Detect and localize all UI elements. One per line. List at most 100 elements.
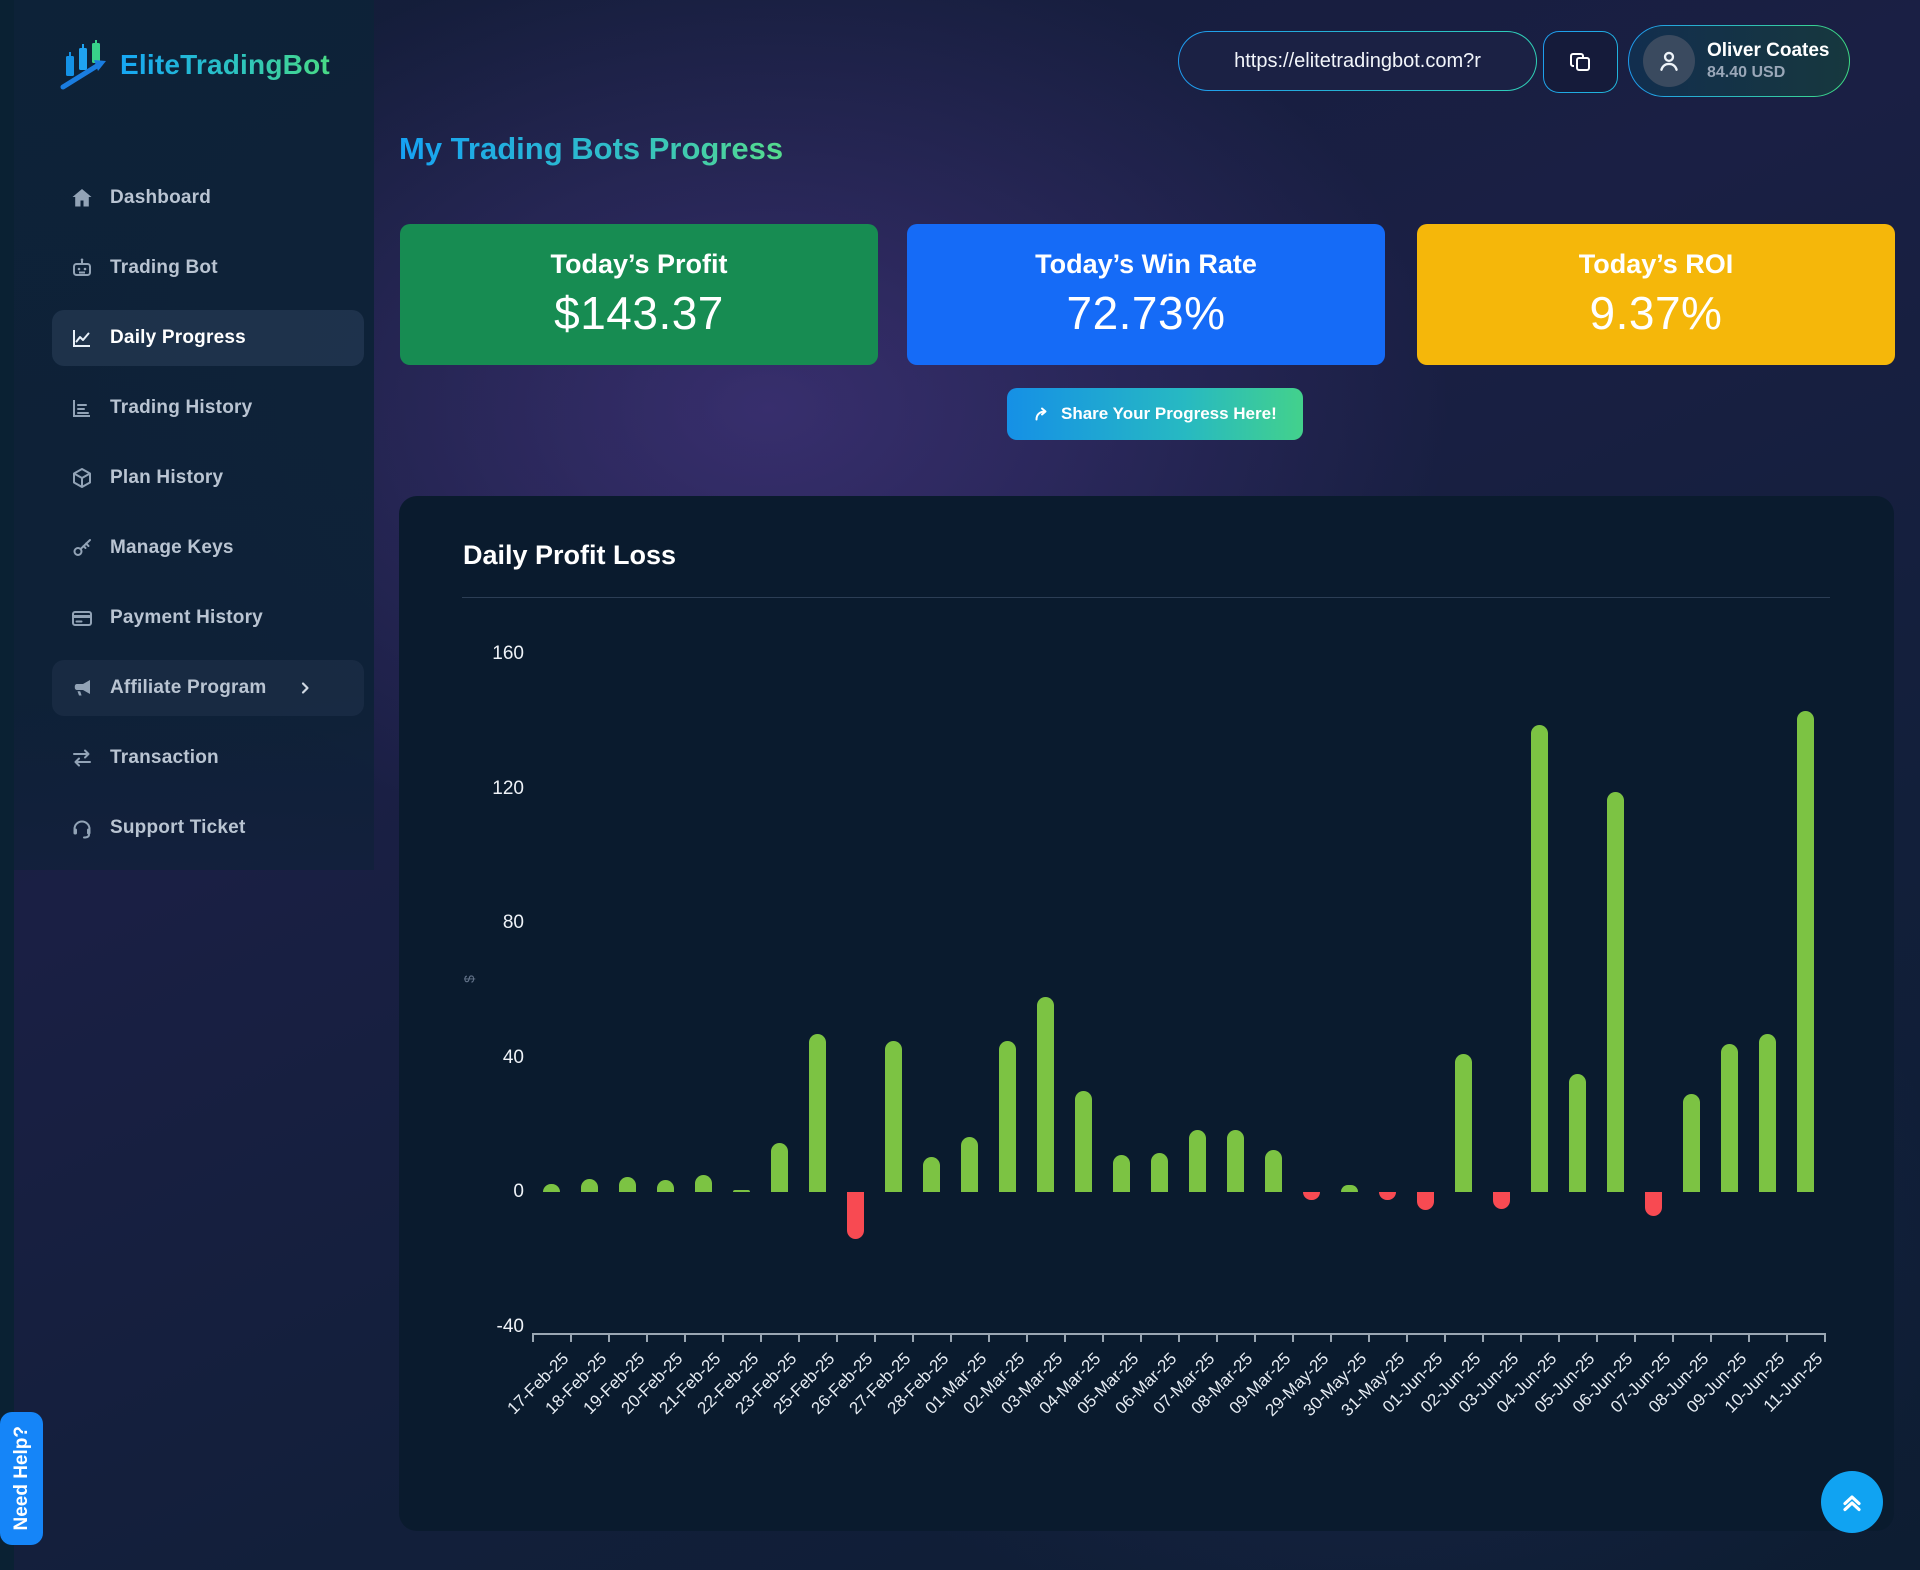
sidebar-item-trading-bot[interactable]: Trading Bot [52,240,364,296]
x-axis-tickmark [1026,1333,1028,1342]
bar[interactable] [1796,711,1814,1192]
bar[interactable] [580,1178,598,1192]
x-axis-tickmark [760,1333,762,1342]
stat-card-profit: Today’s Profit $143.37 [400,224,878,365]
sidebar-item-label: Payment History [110,607,263,628]
bar[interactable] [1150,1153,1168,1192]
x-axis-tickmark [1292,1333,1294,1342]
bar[interactable] [1188,1129,1206,1192]
bar[interactable] [770,1143,788,1192]
bar[interactable] [1302,1192,1320,1201]
sidebar-item-manage-keys[interactable]: Manage Keys [52,520,364,576]
bar[interactable] [1530,724,1548,1192]
sidebar-nav: Dashboard Trading Bot Daily Progress Tra… [52,170,364,856]
x-axis-tickmark [798,1333,800,1342]
bar[interactable] [1340,1185,1358,1192]
bar[interactable] [1378,1192,1396,1201]
x-axis-tickmark [1178,1333,1180,1342]
sidebar-item-plan-history[interactable]: Plan History [52,450,364,506]
sidebar-item-daily-progress[interactable]: Daily Progress [52,310,364,366]
copy-url-button[interactable] [1543,31,1618,93]
x-axis-tickmark [1330,1333,1332,1342]
bar[interactable] [922,1156,940,1192]
bar[interactable] [732,1190,750,1192]
sidebar-item-payment-history[interactable]: Payment History [52,590,364,646]
cube-icon [70,466,94,490]
share-progress-button[interactable]: Share Your Progress Here! [1007,388,1303,440]
sidebar-item-label: Manage Keys [110,537,234,558]
sidebar-item-support-ticket[interactable]: Support Ticket [52,800,364,856]
bar[interactable] [846,1192,864,1240]
bar[interactable] [998,1040,1016,1192]
user-balance: 84.40 USD [1707,64,1786,81]
brand-name: EliteTradingBot [120,49,330,80]
bar[interactable] [1644,1192,1662,1216]
sidebar-item-transaction[interactable]: Transaction [52,730,364,786]
bar[interactable] [656,1180,674,1192]
x-axis-tickmark [836,1333,838,1342]
bar[interactable] [1074,1091,1092,1192]
sidebar-item-affiliate-program[interactable]: Affiliate Program [52,660,364,716]
bar[interactable] [960,1136,978,1192]
bar[interactable] [1492,1192,1510,1209]
bar[interactable] [694,1175,712,1192]
page-title: My Trading Bots Progress [399,131,784,166]
swap-arrows-icon [70,746,94,770]
stat-card-roi: Today’s ROI 9.37% [1417,224,1895,365]
daily-profit-loss-panel: Daily Profit Loss 160 120 80 40 0 -40 $17-Feb-… [399,496,1894,1531]
share-progress-label: Share Your Progress Here! [1061,404,1277,423]
sidebar-item-label: Support Ticket [110,817,246,838]
x-axis-tickmark [874,1333,876,1342]
referral-url-field[interactable]: https://elitetradingbot.com?r [1178,31,1537,91]
chevron-right-icon [297,680,313,696]
x-axis-tickmark [1064,1333,1066,1342]
bar[interactable] [1606,791,1624,1192]
need-help-button[interactable]: Need Help? [0,1412,43,1545]
robot-icon [70,256,94,280]
user-name: Oliver Coates [1707,40,1830,61]
avatar [1643,35,1695,87]
x-axis-tickmark [988,1333,990,1342]
bar[interactable] [1416,1192,1434,1211]
user-profile-button[interactable]: Oliver Coates 84.40 USD [1628,25,1850,97]
x-axis-tickmark [912,1333,914,1342]
x-axis-tickmark [1406,1333,1408,1342]
x-axis-tickmark [1748,1333,1750,1342]
x-axis-tickmark [1786,1333,1788,1342]
referral-url-text: https://elitetradingbot.com?r [1234,49,1481,72]
bar[interactable] [884,1040,902,1192]
key-icon [70,536,94,560]
bar[interactable] [1568,1074,1586,1192]
y-axis-tick-label: 80 [502,912,524,933]
bar[interactable] [1720,1044,1738,1192]
brand-logo[interactable]: EliteTradingBot [60,40,330,90]
bar[interactable] [1758,1033,1776,1192]
sidebar-item-label: Dashboard [110,187,212,208]
x-axis-tickmark [646,1333,648,1342]
x-axis-tickmark [1634,1333,1636,1342]
bar[interactable] [1226,1129,1244,1192]
bar[interactable] [542,1183,560,1192]
bar[interactable] [1264,1149,1282,1192]
x-axis-tickmark [1672,1333,1674,1342]
bar[interactable] [1682,1094,1700,1192]
scroll-to-top-button[interactable] [1821,1471,1883,1533]
stat-label: Today’s Win Rate [1035,249,1257,279]
x-axis-tickmark [1368,1333,1370,1342]
x-axis-tickmark [684,1333,686,1342]
bar[interactable] [1112,1155,1130,1192]
line-chart-icon [70,326,94,350]
bar[interactable] [808,1033,826,1192]
sidebar-item-dashboard[interactable]: Dashboard [52,170,364,226]
bar[interactable] [618,1176,636,1192]
stat-label: Today’s ROI [1578,249,1734,279]
x-axis-tickmark [1710,1333,1712,1342]
bar[interactable] [1454,1054,1472,1192]
stat-label: Today’s Profit [550,249,728,279]
sidebar-item-trading-history[interactable]: Trading History [52,380,364,436]
bar[interactable] [1036,996,1054,1192]
megaphone-icon [70,676,94,700]
x-axis-tickmark [1520,1333,1522,1342]
x-axis-tickmark [1596,1333,1598,1342]
x-axis-tickmark [1482,1333,1484,1342]
